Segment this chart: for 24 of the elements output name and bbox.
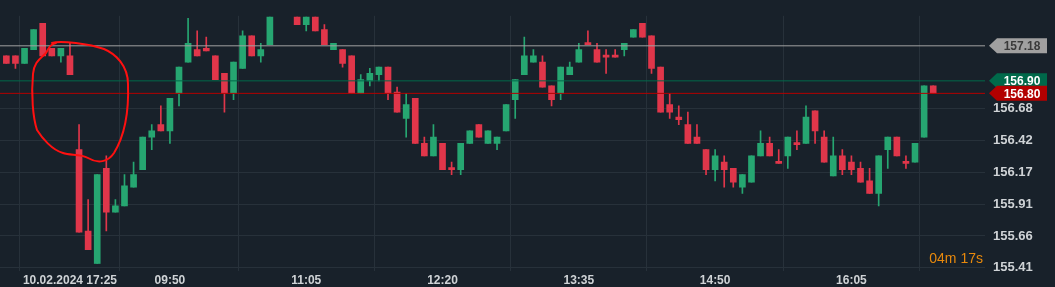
ref-line-label: 156.80 — [1003, 86, 1041, 101]
y-tick-label: 155.66 — [993, 227, 1033, 243]
x-tick-label: 16:05 — [836, 272, 868, 287]
annotation: 04m 17s — [929, 249, 983, 266]
y-tick-label: 156.68 — [993, 99, 1033, 115]
candlestick — [675, 105, 683, 125]
y-tick-label: 156.42 — [993, 132, 1033, 148]
x-tick-label: 09:50 — [154, 272, 186, 287]
x-tick-label: 12:20 — [427, 272, 459, 287]
ref-line-label: 156.90 — [1003, 74, 1041, 89]
candlestick — [775, 149, 783, 164]
y-tick-label: 155.41 — [993, 258, 1033, 274]
ref-line-label: 157.18 — [1003, 39, 1041, 54]
candlestick — [902, 155, 910, 169]
x-tick-label: 10.02.2024 17:25 — [22, 272, 118, 287]
y-tick-label: 156.17 — [993, 163, 1033, 179]
candlestick — [793, 130, 801, 150]
candlestick — [720, 155, 728, 188]
x-tick-label: 13:35 — [563, 272, 595, 287]
x-tick-label: 11:05 — [291, 272, 322, 287]
candlestick — [148, 124, 156, 150]
y-tick-label: 155.91 — [993, 196, 1033, 212]
x-tick-label: 14:50 — [699, 272, 731, 287]
candlestick — [584, 30, 592, 45]
